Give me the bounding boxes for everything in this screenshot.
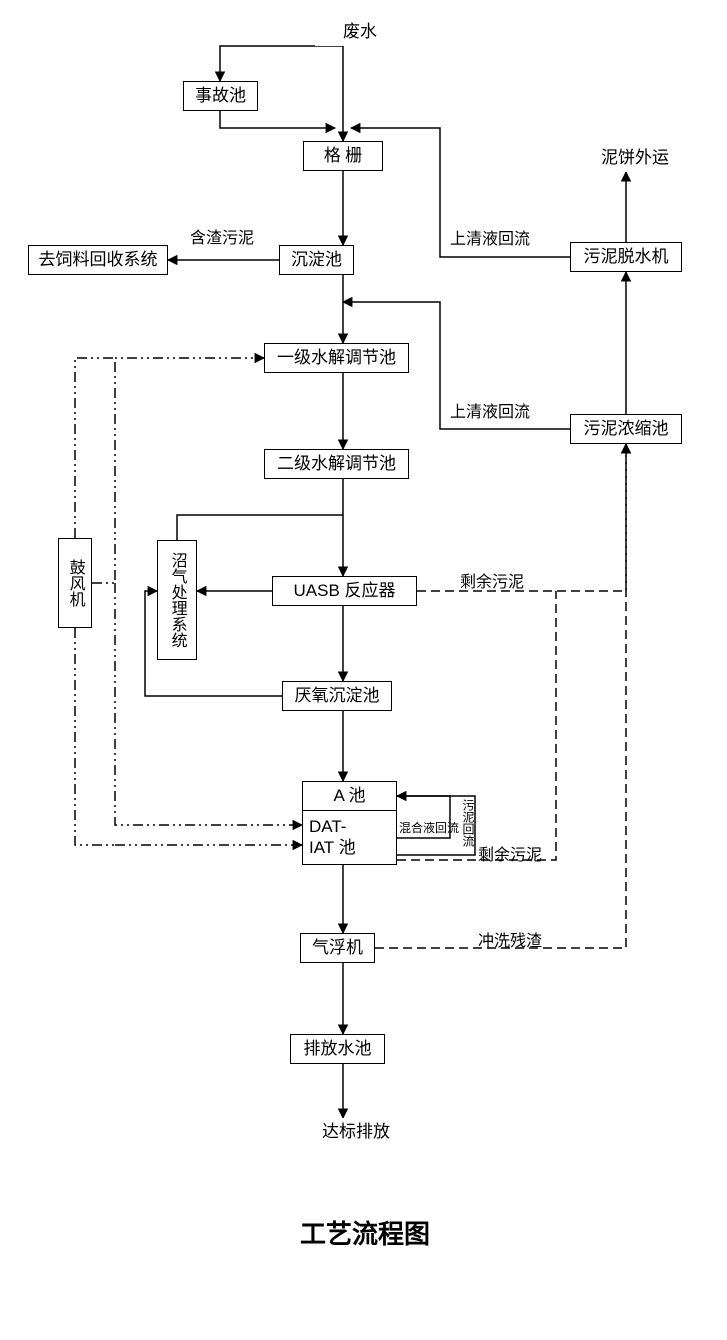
node-a-tank: A 池 bbox=[302, 781, 397, 811]
node-discharge: 达标排放 bbox=[296, 1118, 416, 1146]
label-sludge-return: 污泥回流 bbox=[460, 799, 477, 847]
node-blower-label: 鼓风机 bbox=[65, 559, 84, 607]
flowchart-canvas: 废水 事故池 格 栅 沉淀池 去饲料回收系统 一级水解调节池 二级水解调节池 U… bbox=[0, 0, 727, 1340]
label-excess-sludge-1: 剩余污泥 bbox=[460, 568, 524, 592]
node-discharge-tank: 排放水池 bbox=[290, 1034, 385, 1064]
node-biogas-system: 沼气处理系统 bbox=[157, 540, 197, 660]
node-biogas-label: 沼气处理系统 bbox=[167, 552, 186, 648]
node-sludge-thickener: 污泥浓缩池 bbox=[570, 414, 682, 444]
node-hydrolysis2: 二级水解调节池 bbox=[264, 449, 409, 479]
node-dat-iat: DAT- IAT 池 bbox=[302, 811, 397, 865]
node-wastewater: 废水 bbox=[315, 18, 405, 46]
node-sedimentation: 沉淀池 bbox=[279, 245, 354, 275]
label-slag-sludge: 含渣污泥 bbox=[190, 224, 254, 248]
node-anaerobic-sedimentation: 厌氧沉淀池 bbox=[282, 681, 392, 711]
label-excess-sludge-2: 剩余污泥 bbox=[478, 841, 542, 865]
label-wash-residue: 冲洗残渣 bbox=[478, 927, 542, 951]
node-blower: 鼓风机 bbox=[58, 538, 92, 628]
node-hydrolysis1: 一级水解调节池 bbox=[264, 343, 409, 373]
node-uasb: UASB 反应器 bbox=[272, 576, 417, 606]
node-screen: 格 栅 bbox=[303, 141, 383, 171]
node-accident-tank: 事故池 bbox=[183, 81, 258, 111]
node-sludge-dewater: 污泥脱水机 bbox=[570, 242, 682, 272]
label-supernatant-return-2: 上清液回流 bbox=[450, 398, 530, 422]
node-daf: 气浮机 bbox=[300, 933, 375, 963]
diagram-title: 工艺流程图 bbox=[300, 1214, 430, 1251]
label-mixed-liquor-return: 混合液回流 bbox=[399, 819, 459, 836]
node-feed-recovery: 去饲料回收系统 bbox=[28, 245, 168, 275]
label-supernatant-return-1: 上清液回流 bbox=[450, 225, 530, 249]
node-cake-out: 泥饼外运 bbox=[575, 144, 695, 172]
